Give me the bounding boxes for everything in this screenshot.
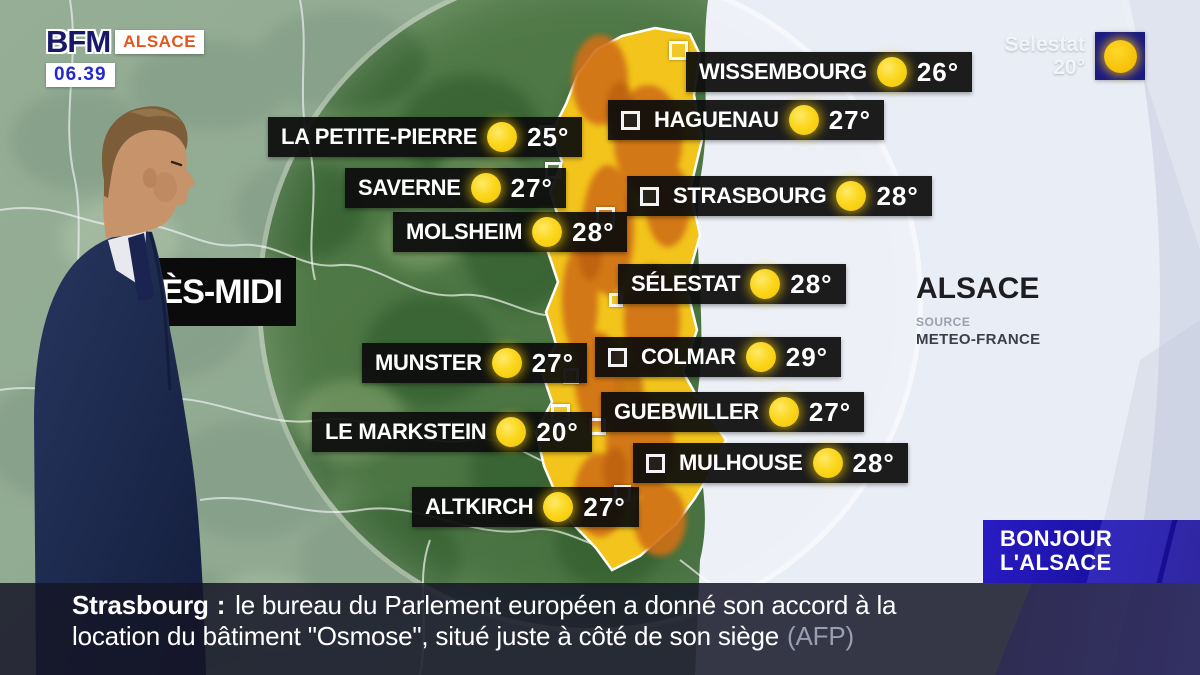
city-marker-icon [669, 41, 688, 60]
current-temp: 20° [1053, 56, 1085, 79]
legend-source-label: SOURCE [916, 315, 971, 329]
ticker-text2: location du bâtiment "Osmose", situé jus… [72, 621, 780, 651]
ticker-line1: Strasbourg: le bureau du Parlement europé… [72, 590, 897, 621]
city-marker-icon [614, 485, 631, 502]
current-conditions: Selestat 20° [1004, 32, 1145, 80]
map-legend: ALSACE SOURCE METEO-FRANCE [916, 272, 1040, 348]
ticker-right-tint [995, 583, 1200, 675]
city-marker-icon [609, 293, 623, 307]
news-ticker: Strasbourg: le bureau du Parlement europé… [0, 583, 1200, 675]
city-marker-icon [539, 125, 555, 141]
city-marker-icon [596, 207, 615, 226]
channel-region-label: ALSACE [115, 30, 205, 54]
channel-logo-block: BFM ALSACE 06.39 [46, 24, 205, 87]
current-weather-iconbox [1095, 32, 1145, 80]
program-badge: BONJOUR L'ALSACE [983, 520, 1200, 583]
clock: 06.39 [46, 63, 115, 87]
badge-line2: L'ALSACE [1000, 550, 1112, 575]
city-marker-icon [589, 418, 606, 435]
badge-line1: BONJOUR [1000, 526, 1113, 551]
city-marker-icon [545, 162, 562, 179]
bfm-logo: BFM [46, 24, 111, 59]
ticker-agency: (AFP) [787, 621, 854, 651]
ticker-text1: le bureau du Parlement européen a donné … [235, 590, 897, 620]
city-marker-icon [563, 368, 579, 384]
legend-region-title: ALSACE [916, 272, 1040, 305]
sun-icon [1103, 39, 1137, 73]
city-marker-icon [551, 404, 570, 423]
legend-source-name: METEO-FRANCE [916, 331, 1041, 348]
ticker-line2: location du bâtiment "Osmose", situé jus… [72, 621, 896, 652]
weather-presenter [34, 106, 206, 675]
ticker-headline: Strasbourg [72, 590, 209, 620]
current-city: Selestat [1004, 33, 1085, 56]
ticker-colon: : [216, 590, 226, 620]
